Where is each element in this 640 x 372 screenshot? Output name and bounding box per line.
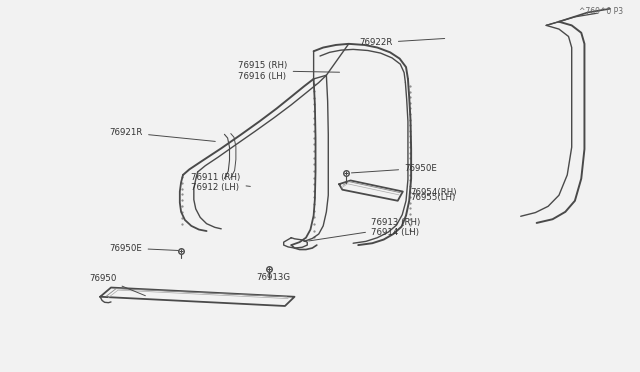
Text: 76913 (RH)
76914 (LH): 76913 (RH) 76914 (LH) <box>308 218 420 241</box>
Text: 76922R: 76922R <box>360 38 445 47</box>
Text: ^769^0 P3: ^769^0 P3 <box>579 7 623 16</box>
Text: 76950E: 76950E <box>109 244 179 253</box>
Text: 76950E: 76950E <box>351 164 437 173</box>
Text: 76954(RH): 76954(RH) <box>410 188 457 197</box>
Text: 76921R: 76921R <box>109 128 215 141</box>
Text: 76911 (RH)
76912 (LH): 76911 (RH) 76912 (LH) <box>191 173 250 192</box>
Text: 76913G: 76913G <box>256 273 291 282</box>
Text: 76950: 76950 <box>90 274 145 296</box>
Text: 76955(LH): 76955(LH) <box>410 193 456 202</box>
Text: 76915 (RH)
76916 (LH): 76915 (RH) 76916 (LH) <box>239 61 340 80</box>
